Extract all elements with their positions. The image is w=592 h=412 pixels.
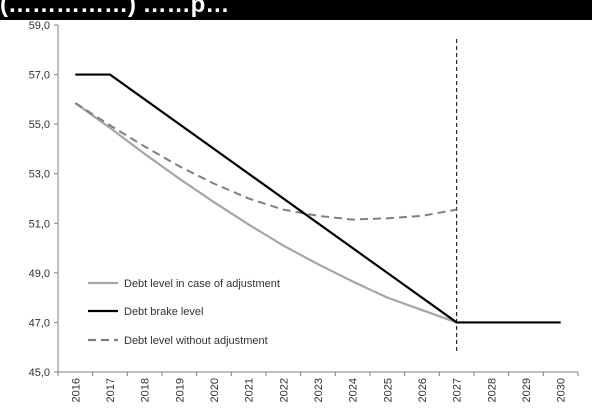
y-tick-label: 59,0 [29,20,50,32]
y-tick-label: 57,0 [29,70,50,82]
x-tick-label: 2027 [452,378,464,402]
header-title-partial: (……………) ……p… [0,0,230,18]
series-line-1 [74,102,458,324]
header-bar: (……………) ……p… [0,0,592,20]
x-tick-label: 2023 [313,378,325,402]
x-tick-label: 2020 [209,378,221,402]
y-tick-label: 47,0 [29,317,50,329]
legend-label-2: Debt brake level [124,306,204,318]
x-tick-label: 2025 [382,378,394,402]
series-layer [74,39,561,352]
y-tick-label: 53,0 [29,169,50,181]
series-line-3 [74,102,457,221]
series-line-2 [75,73,561,324]
x-tick-label: 2019 [174,378,186,402]
legend-label-1: Debt level in case of adjustment [124,278,280,290]
y-tick-label: 45,0 [29,367,50,379]
y-tick-label: 49,0 [29,268,50,280]
x-tick-label: 2018 [140,378,152,402]
x-tick-label: 2026 [417,378,429,402]
y-tick-label: 55,0 [29,119,50,131]
x-tick-label: 2030 [556,378,568,402]
x-tick-label: 2016 [70,378,82,402]
x-tick-label: 2017 [105,378,117,402]
y-tick-label: 51,0 [29,218,50,230]
legend-label-3: Debt level without adjustment [124,335,268,347]
x-tick-label: 2021 [244,378,256,402]
axes: 45,0 47,0 49,0 51,0 53,0 55,0 57,0 59,0 2016 2017… [29,20,579,402]
x-tick-label: 2022 [278,378,290,402]
legend: Debt level in case of adjustment Debt bra… [88,278,280,347]
x-tick-label: 2024 [348,378,360,402]
x-tick-label: 2028 [486,378,498,402]
x-tick-label: 2029 [521,378,533,402]
